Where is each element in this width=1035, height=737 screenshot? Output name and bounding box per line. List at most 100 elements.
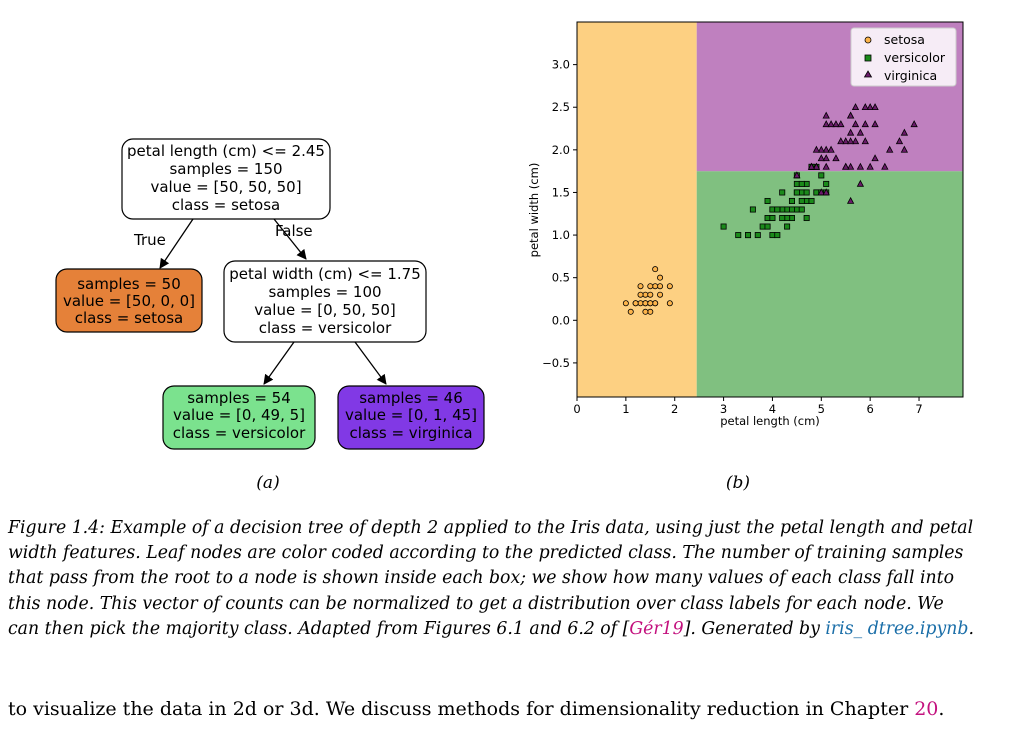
point-versicolor xyxy=(803,197,810,204)
y-axis-ticks: −0.5 0.0 0.5 1.0 1.5 2.0 2.5 3.0 xyxy=(542,58,577,370)
point-versicolor xyxy=(779,189,786,196)
point-versicolor xyxy=(754,232,761,239)
point-virginica xyxy=(886,145,894,153)
citation-link[interactable]: Gér19 xyxy=(629,618,684,639)
point-virginica xyxy=(856,162,865,170)
point-setosa xyxy=(637,283,644,290)
point-virginica xyxy=(856,179,865,187)
point-versicolor xyxy=(788,206,795,213)
legend-entry-virginica: virginica xyxy=(884,68,937,83)
point-virginica xyxy=(842,137,850,145)
point-virginica xyxy=(851,137,860,145)
point-versicolor xyxy=(793,180,800,187)
x-tick-label: 6 xyxy=(867,402,874,416)
node-text: petal length (cm) <= 2.45 xyxy=(127,142,325,160)
point-virginica xyxy=(851,103,860,111)
point-setosa xyxy=(652,300,659,307)
point-virginica xyxy=(846,162,855,170)
node-text: samples = 150 xyxy=(169,160,282,178)
x-tick-label: 5 xyxy=(818,402,825,416)
point-versicolor xyxy=(784,215,791,222)
y-tick-label: 0.5 xyxy=(552,271,570,285)
node-text: samples = 46 xyxy=(359,389,463,407)
point-versicolor xyxy=(798,189,805,196)
point-versicolor xyxy=(784,223,791,230)
y-tick-label: 1.0 xyxy=(552,228,570,242)
point-virginica xyxy=(822,154,830,162)
y-tick-label: −0.5 xyxy=(542,356,570,370)
point-virginica xyxy=(881,162,889,170)
notebook-link[interactable]: iris_ dtree.ipynb xyxy=(825,618,969,639)
caption-line: this node. This vector of counts can be … xyxy=(8,593,944,614)
point-versicolor xyxy=(764,215,771,222)
body-paragraph: to visualize the data in 2d or 3d. We di… xyxy=(8,698,1018,720)
tree-leaf-virginica: samples = 46 value = [0, 1, 45] class = … xyxy=(337,385,485,450)
panel-a-label: (a) xyxy=(256,473,279,493)
point-versicolor xyxy=(764,223,771,230)
x-tick-label: 4 xyxy=(769,402,776,416)
edge-root-to-setosa xyxy=(159,218,194,269)
tree-leaf-versicolor-box xyxy=(162,385,316,450)
point-versicolor xyxy=(803,180,810,187)
point-setosa xyxy=(622,300,629,307)
point-setosa xyxy=(647,300,654,307)
node-text: class = setosa xyxy=(75,309,183,327)
caption-text: can then pick the majority class. Adapte… xyxy=(8,618,630,639)
point-virginica xyxy=(822,120,830,128)
body-text: to visualize the data in 2d or 3d. We di… xyxy=(8,698,915,720)
legend-entry-setosa: setosa xyxy=(884,32,925,47)
point-versicolor xyxy=(793,189,800,196)
edge-root-to-split2 xyxy=(273,218,307,260)
point-virginica xyxy=(837,120,845,128)
point-setosa xyxy=(657,291,664,298)
point-virginica xyxy=(812,145,821,153)
tree-leaf-versicolor: samples = 54 value = [0, 49, 5] class = … xyxy=(162,385,316,450)
point-virginica xyxy=(871,154,879,162)
point-versicolor xyxy=(779,215,786,222)
point-setosa xyxy=(637,291,644,298)
point-versicolor xyxy=(798,180,805,187)
point-virginica xyxy=(856,128,865,136)
point-versicolor xyxy=(745,232,752,239)
point-versicolor xyxy=(774,206,781,213)
point-virginica xyxy=(871,103,879,111)
caption-line: that pass from the root to a node is sho… xyxy=(8,568,955,589)
edge-label-false: False xyxy=(275,222,313,240)
node-text: class = versicolor xyxy=(173,424,306,442)
point-versicolor xyxy=(798,197,805,204)
legend-marker-versicolor xyxy=(864,54,872,62)
tree-node-split2: petal width (cm) <= 1.75 samples = 100 v… xyxy=(223,260,427,343)
point-setosa xyxy=(642,300,649,307)
point-versicolor xyxy=(774,232,781,239)
node-text: value = [0, 49, 5] xyxy=(173,406,305,424)
tree-leaf-virginica-box xyxy=(337,385,485,450)
node-text: class = setosa xyxy=(172,196,280,214)
legend-marker-virginica xyxy=(863,70,873,78)
point-setosa xyxy=(666,300,673,307)
point-virginica xyxy=(846,137,855,145)
point-virginica xyxy=(822,111,830,119)
point-virginica xyxy=(822,162,830,170)
point-versicolor xyxy=(735,232,742,239)
x-tick-label: 7 xyxy=(915,402,922,416)
point-setosa xyxy=(657,274,664,281)
chapter-link[interactable]: 20 xyxy=(914,698,939,720)
caption-text: ]. Generated by xyxy=(683,618,826,639)
point-versicolor xyxy=(769,232,776,239)
point-versicolor xyxy=(779,206,786,213)
point-setosa xyxy=(666,283,673,290)
point-versicolor xyxy=(769,206,776,213)
point-versicolor xyxy=(803,189,810,196)
point-virginica xyxy=(910,120,918,128)
region-versicolor xyxy=(696,171,963,397)
point-setosa xyxy=(627,308,634,315)
chart-legend: setosa versicolor virginica xyxy=(850,27,957,87)
point-setosa xyxy=(647,283,654,290)
point-virginica xyxy=(861,103,869,111)
body-text: . xyxy=(938,698,945,720)
node-text: samples = 50 xyxy=(77,275,181,293)
x-tick-label: 1 xyxy=(622,402,629,416)
point-versicolor xyxy=(798,206,805,213)
